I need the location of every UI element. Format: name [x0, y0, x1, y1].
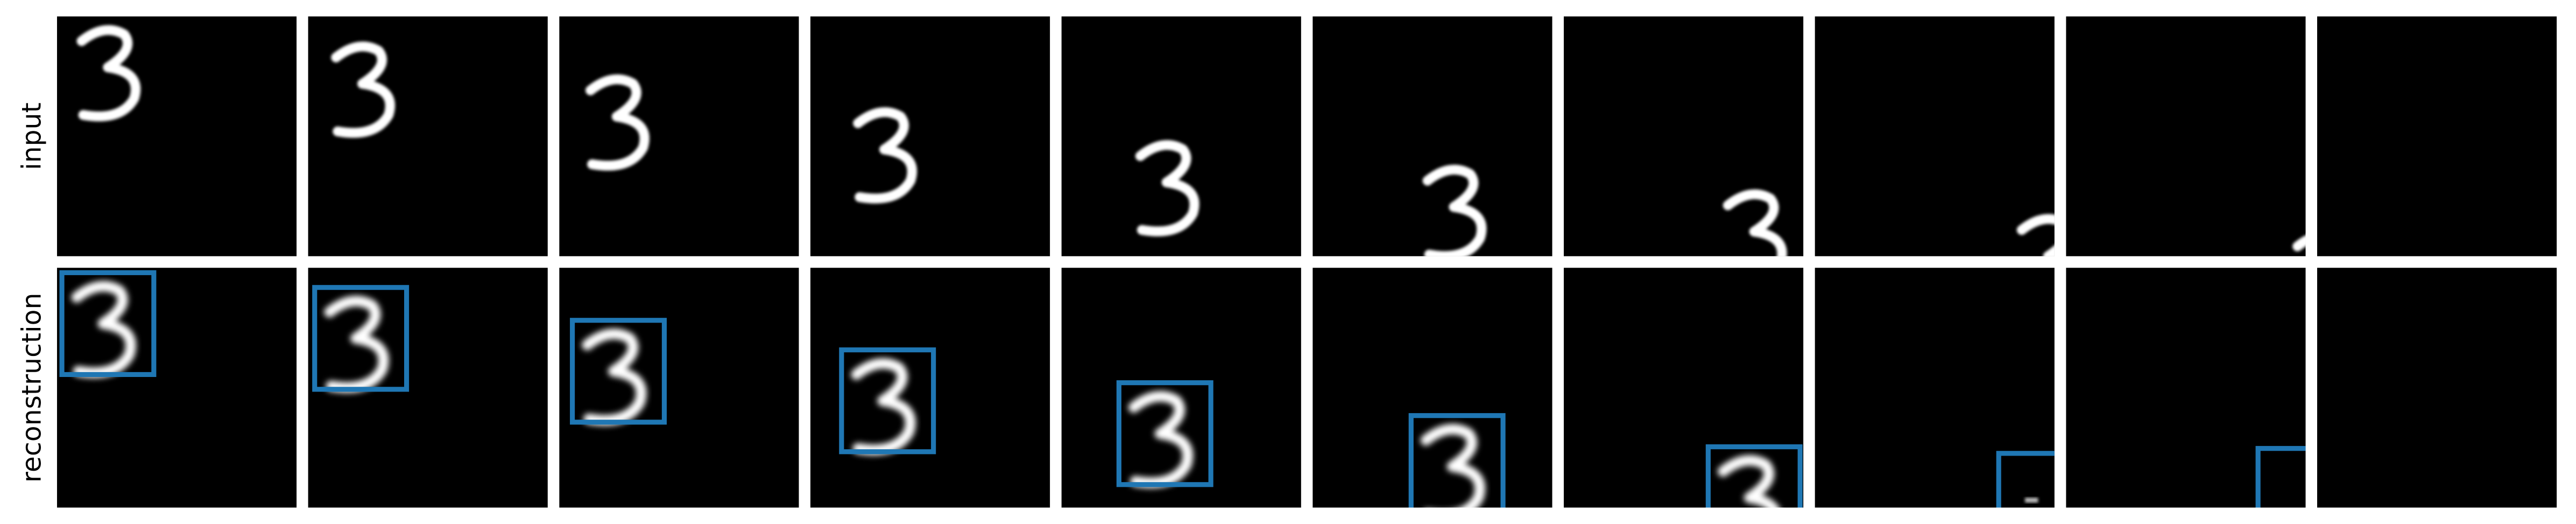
- panel-background: [2066, 16, 2306, 256]
- image-panel: [308, 268, 548, 508]
- panel-background: [2317, 16, 2557, 256]
- panel-background: [810, 16, 1050, 256]
- image-panel: [810, 268, 1050, 508]
- bounding-box: [1996, 451, 2055, 508]
- image-panel: [559, 268, 799, 508]
- image-panel: [559, 16, 799, 256]
- panel-background: [1815, 268, 2055, 508]
- panel-background: [1815, 16, 2055, 256]
- image-panel: [57, 16, 297, 256]
- row-label: input: [16, 102, 47, 170]
- digit-fragment: [2025, 498, 2038, 503]
- row-label: reconstruction: [16, 293, 47, 483]
- digit: [71, 281, 136, 378]
- digit: [585, 74, 650, 171]
- digit: [1135, 140, 1199, 236]
- panel-background: [559, 268, 799, 508]
- image-panel: [1815, 16, 2055, 256]
- panel-background: [1312, 268, 1552, 508]
- panel-background: [57, 268, 297, 508]
- image-panel: [2066, 16, 2306, 256]
- panel-background: [2066, 268, 2306, 508]
- digit: [2016, 214, 2055, 256]
- bounding-box: [1408, 413, 1506, 508]
- image-panel: [1312, 268, 1552, 508]
- bounding-box: [2255, 446, 2306, 508]
- image-panel: [2317, 16, 2557, 256]
- bounding-box: [839, 347, 936, 455]
- panel-background: [2317, 268, 2557, 508]
- image-panel: [1563, 16, 1804, 256]
- digit: [582, 329, 647, 426]
- bounding-box: [59, 270, 157, 378]
- panel-background: [1061, 16, 1301, 256]
- digit: [851, 358, 916, 456]
- image-panel: [1061, 268, 1301, 508]
- digit: [1422, 164, 1487, 256]
- digit: [1128, 391, 1194, 488]
- image-panel: [1061, 16, 1301, 256]
- digit: [331, 41, 396, 138]
- image-panel: [1312, 16, 1552, 256]
- panel-background: [1563, 16, 1804, 256]
- bounding-box: [1116, 380, 1213, 487]
- image-panel: [308, 16, 548, 256]
- image-panel: [57, 268, 297, 508]
- image-panel: [1563, 268, 1804, 508]
- image-panel: [2317, 268, 2557, 508]
- panel-background: [810, 268, 1050, 508]
- digit: [853, 107, 918, 204]
- image-panel: [810, 16, 1050, 256]
- digit: [76, 25, 141, 122]
- image-panel: [2066, 268, 2306, 508]
- digit: [324, 296, 389, 393]
- panel-background: [559, 16, 799, 256]
- bounding-box: [1705, 444, 1803, 508]
- digit: [1420, 424, 1486, 508]
- image-panel: [1815, 268, 2055, 508]
- panel-background: [57, 16, 297, 256]
- bounding-box: [570, 318, 667, 425]
- panel-background: [1312, 16, 1552, 256]
- digit: [1717, 455, 1780, 508]
- bounding-box: [312, 285, 410, 392]
- digit: [1723, 189, 1787, 256]
